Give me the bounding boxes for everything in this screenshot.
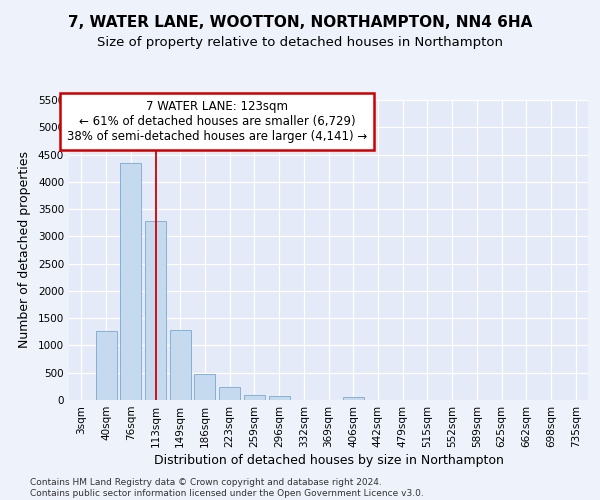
Bar: [120, 164, 141, 400]
Y-axis label: Number of detached properties: Number of detached properties: [18, 152, 31, 348]
Bar: [145, 220, 166, 400]
Bar: [170, 330, 191, 400]
Bar: [219, 387, 240, 400]
Bar: [269, 396, 290, 400]
Text: Size of property relative to detached houses in Northampton: Size of property relative to detached ho…: [97, 36, 503, 49]
Text: 7 WATER LANE: 123sqm
← 61% of detached houses are smaller (6,729)
38% of semi-de: 7 WATER LANE: 123sqm ← 61% of detached h…: [67, 100, 367, 144]
Bar: [194, 374, 215, 400]
X-axis label: Distribution of detached houses by size in Northampton: Distribution of detached houses by size …: [154, 454, 503, 467]
Text: Contains HM Land Registry data © Crown copyright and database right 2024.
Contai: Contains HM Land Registry data © Crown c…: [30, 478, 424, 498]
Bar: [343, 397, 364, 400]
Text: 7, WATER LANE, WOOTTON, NORTHAMPTON, NN4 6HA: 7, WATER LANE, WOOTTON, NORTHAMPTON, NN4…: [68, 15, 532, 30]
Bar: [95, 330, 116, 400]
Bar: [244, 394, 265, 400]
